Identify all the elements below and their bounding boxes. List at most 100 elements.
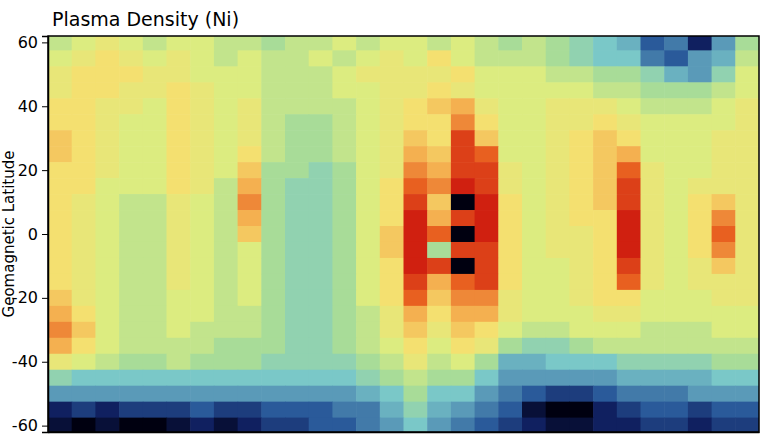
cell: [285, 290, 309, 307]
cell: [72, 194, 96, 211]
cell: [522, 36, 546, 51]
tick-label: 20: [18, 161, 38, 180]
cell: [119, 66, 143, 83]
cell: [617, 258, 641, 275]
cell: [238, 386, 262, 403]
tick: 40: [18, 97, 48, 116]
cell: [238, 82, 262, 99]
cell: [356, 242, 380, 259]
cell: [119, 146, 143, 163]
cell: [380, 210, 404, 227]
cell: [546, 194, 570, 211]
cell: [569, 66, 593, 83]
cell: [238, 338, 262, 355]
cell: [48, 36, 72, 51]
cell: [261, 242, 285, 259]
cell: [48, 114, 72, 131]
cell: [427, 210, 451, 227]
tick-mark: [42, 42, 48, 43]
cell: [712, 290, 736, 307]
cell: [95, 66, 119, 83]
cell: [143, 178, 167, 195]
cell: [380, 274, 404, 291]
cell: [190, 162, 214, 179]
cell: [617, 306, 641, 323]
cell: [427, 50, 451, 67]
cell: [593, 146, 617, 163]
cell: [72, 290, 96, 307]
cell: [475, 242, 499, 259]
cell: [48, 146, 72, 163]
cell: [404, 194, 428, 211]
cell: [190, 354, 214, 371]
cell: [427, 114, 451, 131]
cell: [332, 306, 356, 323]
cell: [167, 242, 191, 259]
cell: [72, 178, 96, 195]
cell: [427, 36, 451, 51]
cell: [475, 210, 499, 227]
cell: [119, 386, 143, 403]
tick-label: -60: [12, 416, 38, 435]
cell: [617, 386, 641, 403]
cell: [593, 162, 617, 179]
cell: [285, 226, 309, 243]
x-axis-line: [49, 432, 760, 434]
cell: [214, 194, 238, 211]
cell: [167, 178, 191, 195]
cell: [190, 306, 214, 323]
cell: [475, 306, 499, 323]
cell: [332, 418, 356, 432]
cell: [617, 194, 641, 211]
cell: [522, 290, 546, 307]
cell: [427, 226, 451, 243]
cell: [356, 386, 380, 403]
cell: [712, 50, 736, 67]
cell: [332, 386, 356, 403]
tick: 60: [18, 33, 48, 52]
cell: [522, 130, 546, 147]
cell: [593, 370, 617, 387]
tick-mark: [42, 298, 48, 299]
cell: [214, 386, 238, 403]
cell: [735, 194, 759, 211]
cell: [332, 178, 356, 195]
cell: [475, 338, 499, 355]
cell: [119, 370, 143, 387]
cell: [261, 370, 285, 387]
cell: [593, 258, 617, 275]
cell: [95, 258, 119, 275]
cell: [451, 98, 475, 115]
cell: [451, 322, 475, 339]
cell: [380, 322, 404, 339]
cell: [404, 274, 428, 291]
cell: [214, 354, 238, 371]
cell: [427, 66, 451, 83]
cell: [309, 370, 333, 387]
cell: [451, 306, 475, 323]
cell: [285, 402, 309, 419]
cell: [617, 50, 641, 67]
cell: [404, 242, 428, 259]
cell: [261, 354, 285, 371]
cell: [48, 274, 72, 291]
cell: [48, 66, 72, 83]
cell: [356, 36, 380, 51]
cell: [546, 258, 570, 275]
tick: 20: [18, 161, 48, 180]
cell: [593, 338, 617, 355]
cell: [356, 370, 380, 387]
tick-mark: [42, 362, 48, 363]
cell: [95, 290, 119, 307]
cell: [688, 66, 712, 83]
cell: [427, 386, 451, 403]
cell: [261, 194, 285, 211]
cell: [475, 386, 499, 403]
cell: [569, 194, 593, 211]
cell: [735, 226, 759, 243]
tick-mark: [42, 170, 48, 171]
cell: [664, 290, 688, 307]
cell: [261, 226, 285, 243]
cell: [427, 418, 451, 432]
cell: [427, 290, 451, 307]
